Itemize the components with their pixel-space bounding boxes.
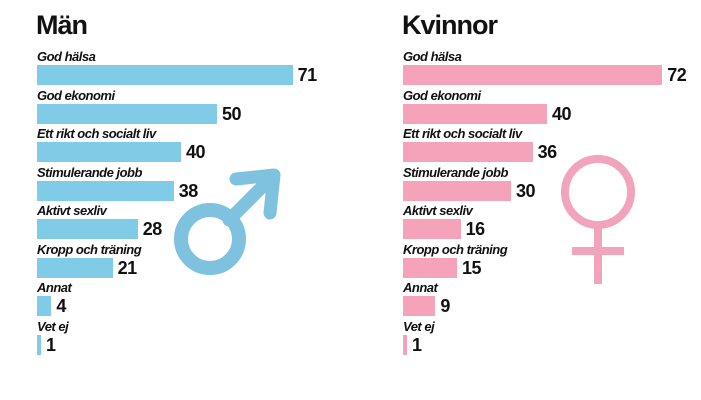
women-value-label: 72 xyxy=(667,65,687,85)
men-bar xyxy=(37,65,293,85)
men-bar-row: Aktivt sexliv 28 xyxy=(36,203,366,241)
women-bar xyxy=(403,334,407,355)
men-bar xyxy=(37,296,52,316)
men-value-label: 28 xyxy=(142,219,163,239)
women-bar xyxy=(403,142,533,162)
men-bar-row: God ekonomi 50 xyxy=(36,88,366,126)
men-bar xyxy=(37,334,41,355)
men-bar xyxy=(37,180,174,201)
women-value-label: 9 xyxy=(440,296,450,316)
women-category-label: Aktivt sexliv xyxy=(403,203,473,218)
men-bar xyxy=(37,142,181,162)
women-category-label: Vet ej xyxy=(403,318,435,334)
women-bar xyxy=(403,65,663,85)
men-category-label: Kropp och träning xyxy=(37,241,142,257)
men-bar xyxy=(37,103,217,124)
women-value-label: 16 xyxy=(465,219,486,239)
men-category-label: Stimulerande jobb xyxy=(37,164,142,180)
women-bar-row: Aktivt sexliv 16 xyxy=(402,203,701,241)
men-bar-row: God hälsa 71 xyxy=(36,49,366,87)
women-category-label: Kropp och träning xyxy=(403,241,508,257)
men-value-label: 4 xyxy=(56,296,66,316)
women-value-label: 30 xyxy=(516,180,536,201)
men-value-label: 71 xyxy=(297,65,318,85)
women-bar-row: Vet ej 1 xyxy=(402,319,701,357)
women-category-label: God hälsa xyxy=(403,49,462,64)
women-value-label: 40 xyxy=(552,103,572,124)
women-chart: Kvinnor God hälsa 72 God ekonomi 40 Ett rikt… xyxy=(402,10,701,360)
men-value-label: 21 xyxy=(117,257,138,278)
men-category-label: Aktivt sexliv xyxy=(37,203,107,218)
men-bar-row: Vet ej 1 xyxy=(36,319,366,357)
women-category-label: Stimulerande jobb xyxy=(403,164,508,180)
women-bar xyxy=(403,103,547,124)
women-bar-row: Annat 9 xyxy=(402,280,701,318)
women-value-label: 15 xyxy=(462,257,482,278)
women-value-label: 1 xyxy=(412,334,422,355)
female-symbol-icon xyxy=(561,155,635,284)
women-category-label: Annat xyxy=(403,280,438,295)
women-category-label: God ekonomi xyxy=(403,87,481,103)
men-bar-row: Ett rikt och socialt liv 40 xyxy=(36,126,366,164)
women-bar-row: God ekonomi 40 xyxy=(402,88,701,126)
women-bar xyxy=(403,219,461,239)
men-chart-title: Män xyxy=(36,10,88,40)
women-bar xyxy=(403,296,436,316)
men-category-label: God ekonomi xyxy=(37,87,115,103)
women-bar-row: Kropp och träning 15 xyxy=(402,242,701,280)
men-bar xyxy=(37,257,113,278)
men-value-label: 50 xyxy=(222,103,242,124)
men-bar xyxy=(37,219,138,239)
women-value-label: 36 xyxy=(537,142,558,162)
men-bar-row: Stimulerande jobb 38 xyxy=(36,165,366,203)
women-bar xyxy=(403,257,457,278)
men-category-label: God hälsa xyxy=(37,49,96,64)
men-category-label: Vet ej xyxy=(37,318,69,334)
men-chart: Män God hälsa 71 God ekonomi 50 Ett rikt och… xyxy=(36,10,366,360)
women-bar-row: Ett rikt och socialt liv 36 xyxy=(402,126,701,164)
men-value-label: 38 xyxy=(178,180,199,201)
women-bar xyxy=(403,180,511,201)
women-chart-title: Kvinnor xyxy=(402,10,498,40)
women-category-label: Ett rikt och socialt liv xyxy=(403,126,522,141)
men-category-label: Ett rikt och socialt liv xyxy=(37,126,156,141)
men-bar-row: Annat 4 xyxy=(36,280,366,318)
men-value-label: 40 xyxy=(186,142,206,162)
male-symbol-icon xyxy=(174,168,281,275)
men-bar-row: Kropp och träning 21 xyxy=(36,242,366,280)
women-bar-row: God hälsa 72 xyxy=(402,49,701,87)
men-category-label: Annat xyxy=(37,280,72,295)
men-value-label: 1 xyxy=(46,334,56,355)
women-bar-row: Stimulerande jobb 30 xyxy=(402,165,701,203)
